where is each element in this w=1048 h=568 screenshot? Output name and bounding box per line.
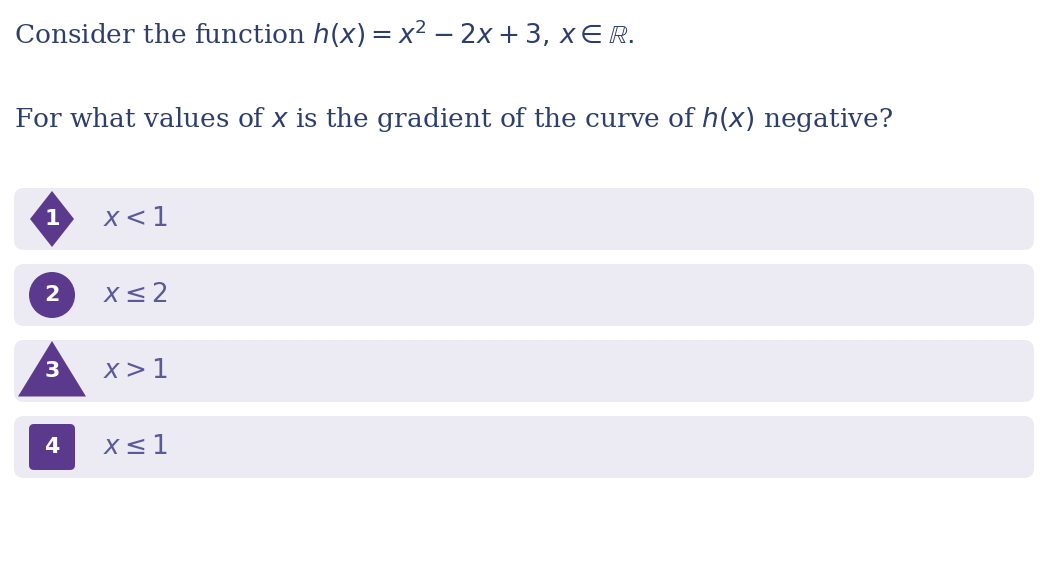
Circle shape	[29, 272, 75, 318]
Text: For what values of $x$ is the gradient of the curve of $h(x)$ negative?: For what values of $x$ is the gradient o…	[14, 105, 893, 134]
Polygon shape	[30, 191, 74, 247]
Text: 2: 2	[44, 285, 60, 305]
Text: 4: 4	[44, 437, 60, 457]
Text: $x < 1$: $x < 1$	[103, 207, 168, 232]
FancyBboxPatch shape	[29, 424, 75, 470]
Text: $x \leq 1$: $x \leq 1$	[103, 435, 168, 460]
Text: $x \leq 2$: $x \leq 2$	[103, 282, 168, 307]
FancyBboxPatch shape	[14, 264, 1034, 326]
Polygon shape	[18, 341, 86, 396]
Text: 1: 1	[44, 209, 60, 229]
FancyBboxPatch shape	[14, 416, 1034, 478]
FancyBboxPatch shape	[14, 188, 1034, 250]
Text: 3: 3	[44, 361, 60, 381]
FancyBboxPatch shape	[14, 340, 1034, 402]
Text: $x > 1$: $x > 1$	[103, 358, 168, 383]
Text: Consider the function $h(x) = x^2 - 2x + 3,\, x \in \mathbb{R}.$: Consider the function $h(x) = x^2 - 2x +…	[14, 18, 634, 51]
